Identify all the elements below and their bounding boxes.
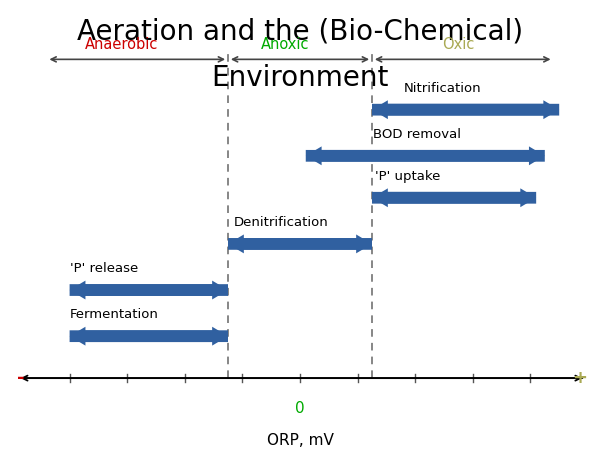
Text: Aeration and the (Bio-Chemical): Aeration and the (Bio-Chemical) [77,18,523,46]
FancyArrow shape [70,281,228,299]
Text: +: + [572,369,587,387]
FancyArrow shape [228,235,372,253]
Text: Nitrification: Nitrification [404,82,481,95]
Text: 0: 0 [295,401,305,416]
Text: 'P' uptake: 'P' uptake [375,170,440,183]
FancyArrow shape [70,281,228,299]
Text: -: - [17,369,25,387]
Text: ORP, mV: ORP, mV [266,433,334,448]
FancyArrow shape [228,235,372,253]
Text: Anoxic: Anoxic [262,37,310,52]
Text: Anaerobic: Anaerobic [85,37,158,52]
FancyArrow shape [70,327,228,345]
FancyArrow shape [372,189,536,207]
Text: Oxic: Oxic [442,37,475,52]
FancyArrow shape [372,100,559,119]
Text: Denitrification: Denitrification [234,216,329,229]
FancyArrow shape [372,100,559,119]
FancyArrow shape [70,327,228,345]
FancyArrow shape [372,189,536,207]
Text: 'P' release: 'P' release [70,262,138,276]
Text: Fermentation: Fermentation [70,308,158,322]
Text: BOD removal: BOD removal [373,128,461,141]
FancyArrow shape [306,147,545,165]
FancyArrow shape [306,147,545,165]
Text: Environment: Environment [211,64,389,92]
